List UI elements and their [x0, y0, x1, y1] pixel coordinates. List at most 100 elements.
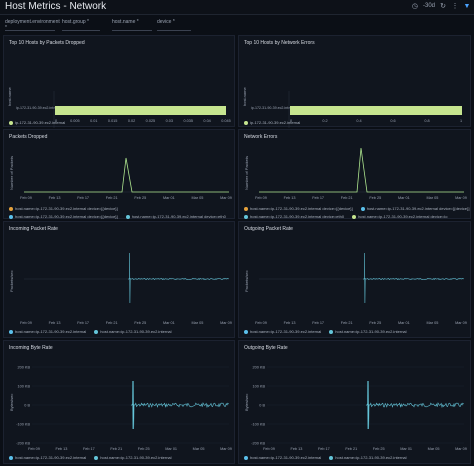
filter-bar: deployment.environment * host.group * ho… — [0, 15, 474, 33]
legend-dot-icon — [9, 214, 13, 219]
x-tick-label: Feb 21 — [345, 447, 357, 451]
legend-dot-icon — [9, 206, 13, 211]
x-tick-label: 0.045 — [221, 119, 231, 123]
legend-item[interactable]: host.name=ip-172-31-90-39.ec2.internal d… — [125, 214, 226, 219]
panel-title: Network Errors — [244, 134, 278, 140]
legend-item[interactable]: ip-172-31-90-39.ec2.internal — [9, 120, 65, 125]
filter-icon[interactable]: ▼ — [463, 2, 471, 10]
legend-dot-icon — [352, 214, 357, 219]
panel-outgoing-byte-rate: Outgoing Byte Rate Bytes/sec 200 KB 100 K… — [238, 340, 471, 464]
panel-title: Outgoing Packet Rate — [244, 226, 293, 232]
y-tick-label: 200 KB — [18, 366, 31, 370]
x-tick-label: Feb 17 — [318, 447, 330, 451]
more-icon[interactable]: ⋮ — [451, 3, 459, 10]
legend-item[interactable]: ip-172-31-90-39.ec2.internal — [244, 120, 300, 125]
category-label: ip-172-31-90-39.ec2.internal — [251, 106, 296, 110]
x-tick-label: Feb 17 — [77, 321, 89, 325]
x-tick-label: Feb 09 — [255, 321, 267, 325]
clock-icon[interactable]: ◷ — [411, 3, 419, 10]
x-tick-label: 0.2 — [322, 119, 327, 123]
legend: host.name=ip-172-31-90-39.ec2.internal d… — [244, 206, 470, 219]
panel-incoming-packet-rate: Incoming Packet Rate Packets/sec Feb 09 F… — [3, 221, 235, 338]
x-tick-label: Mar 09 — [455, 321, 467, 325]
legend-item[interactable]: host.name=ip-172-31-90-39.ec2.internal — [94, 329, 172, 334]
legend-item[interactable]: host.name=ip-172-31-90-39.ec2.internal d… — [244, 206, 353, 211]
refresh-icon[interactable]: ↻ — [440, 3, 446, 10]
legend-label: host.name=ip-172-31-90-39.ec2.internal d… — [366, 206, 470, 211]
legend-dot-icon — [9, 120, 13, 125]
filter-deployment-environment[interactable]: deployment.environment * — [5, 19, 60, 31]
legend-dot-icon — [125, 214, 130, 219]
legend-item[interactable]: host.name=ip-172-31-90-39.ec2.internal — [9, 329, 86, 334]
legend-label: host.name=ip-172-31-90-39.ec2.internal — [15, 329, 87, 334]
y-axis-label: Number of Packets — [244, 156, 249, 190]
x-tick-label: Feb 13 — [291, 447, 303, 451]
y-axis-label: Packets/sec — [244, 270, 249, 292]
x-tick-label: 0 — [290, 119, 292, 123]
x-tick-label: Feb 17 — [77, 196, 89, 200]
x-tick-label: Mar 09 — [455, 196, 467, 200]
panel-title: Packets Dropped — [9, 134, 48, 140]
x-tick-label: Feb 09 — [20, 321, 32, 325]
legend-item[interactable]: host.name=ip-172-31-90-39.ec2.internal d… — [360, 206, 470, 211]
panel-title: Incoming Packet Rate — [9, 226, 58, 232]
legend-label: host.name=ip-172-31-90-39.ec2.internal — [100, 329, 172, 334]
filter-host-group[interactable]: host.group * — [62, 19, 100, 31]
chart-packets-dropped: Number of Packets Feb 09 Feb 13 Feb 17 Feb … — [9, 156, 232, 200]
category-label: ip-172-31-90-39.ec2.internal — [16, 106, 61, 110]
legend-dot-icon — [244, 455, 248, 460]
chart-outgoing-packet-rate: Packets/sec Feb 09 Feb 13 Feb 17 Feb 21 Feb … — [244, 252, 467, 325]
legend: host.name=ip-172-31-90-39.ec2.internal ho… — [9, 455, 172, 460]
x-tick-label: Feb 09 — [263, 447, 275, 451]
x-tick-label: Feb 13 — [284, 321, 296, 325]
legend-label: host.name=ip-172-31-90-39.ec2.internal — [250, 455, 322, 460]
time-range[interactable]: -30d — [422, 3, 435, 9]
x-tick-label: Feb 21 — [106, 196, 118, 200]
filter-device[interactable]: device * — [157, 19, 191, 31]
legend-item[interactable]: host.name=ip-172-31-90-39.ec2.internal — [329, 455, 407, 460]
legend-item[interactable]: host.name=ip-172-31-90-39.ec2.internal — [244, 455, 321, 460]
series-line — [24, 157, 229, 193]
legend: host.name=ip-172-31-90-39.ec2.internal ho… — [9, 329, 172, 334]
y-axis-label: host.name — [7, 87, 12, 106]
y-tick-label: 100 KB — [253, 385, 266, 389]
legend-item[interactable]: host.name=ip-172-31-90-39.ec2.internal — [94, 455, 172, 460]
legend-item[interactable]: host.name=ip-172-31-90-39.ec2.internal — [244, 329, 321, 334]
x-tick-label: Mar 01 — [400, 447, 412, 451]
chart-network-errors: Number of Packets Feb 09 Feb 13 Feb 17 Feb … — [244, 147, 467, 200]
y-tick-label: -100 KB — [251, 423, 265, 427]
legend-label: host.name=ip-172-31-90-39.ec2.internal d… — [250, 206, 353, 211]
x-tick-label: 0.015 — [108, 119, 118, 123]
y-tick-label: 0 B — [259, 404, 265, 408]
panel-network-errors: Network Errors Number of Packets Feb 09 F… — [238, 129, 471, 219]
series-line — [362, 252, 464, 304]
legend-item[interactable]: host.name=ip-172-31-90-39.ec2.internal d… — [9, 206, 118, 211]
bar — [55, 106, 226, 115]
legend-dot-icon — [94, 329, 99, 334]
x-tick-label: Feb 17 — [312, 321, 324, 325]
y-tick-label: -100 KB — [16, 423, 30, 427]
x-tick-label: Mar 01 — [165, 447, 177, 451]
x-tick-label: Feb 13 — [56, 447, 68, 451]
legend-item[interactable]: host.name=ip-172-31-90-39.ec2.internal d… — [352, 214, 447, 219]
x-tick-label: Feb 21 — [106, 321, 118, 325]
legend-item[interactable]: host.name=ip-172-31-90-39.ec2.internal d… — [9, 214, 118, 219]
x-tick-label: Mar 05 — [427, 196, 439, 200]
x-tick-label: Feb 25 — [373, 447, 385, 451]
legend-item[interactable]: host.name=ip-172-31-90-39.ec2.internal — [329, 329, 407, 334]
y-axis-label: Bytes/sec — [244, 394, 249, 411]
legend-dot-icon — [329, 329, 334, 334]
x-tick-label: 0.04 — [203, 119, 210, 123]
x-tick-label: 1 — [460, 119, 462, 123]
x-tick-label: 0 — [55, 119, 57, 123]
chart-incoming-packet-rate: Packets/sec Feb 09 Feb 13 Feb 17 Feb 21 Feb … — [9, 252, 232, 325]
x-tick-label: Feb 09 — [255, 196, 267, 200]
y-axis-label: Number of Packets — [9, 156, 14, 190]
panel-outgoing-packet-rate: Outgoing Packet Rate Packets/sec Feb 09 F… — [238, 221, 471, 338]
panel-title: Incoming Byte Rate — [9, 345, 53, 351]
legend-item[interactable]: host.name=ip-172-31-90-39.ec2.internal — [9, 455, 86, 460]
panel-packets-dropped: Packets Dropped Number of Packets Feb 09… — [3, 129, 235, 227]
legend-label: host.name=ip-172-31-90-39.ec2.internal d… — [250, 214, 345, 219]
filter-host-name[interactable]: host.name * — [112, 19, 152, 31]
legend-item[interactable]: host.name=ip-172-31-90-39.ec2.internal d… — [244, 214, 344, 219]
